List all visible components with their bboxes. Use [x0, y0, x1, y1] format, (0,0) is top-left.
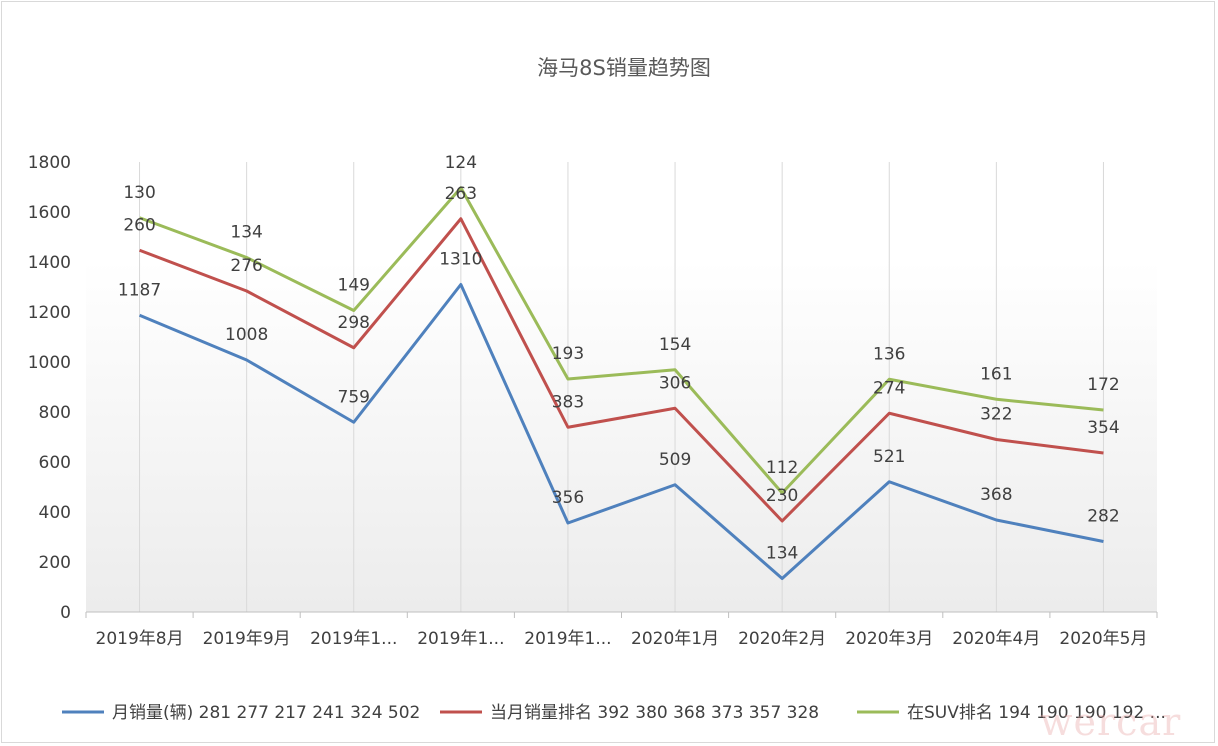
y-tick-label: 800 — [39, 403, 71, 423]
x-tick-label: 2020年5月 — [1059, 629, 1147, 649]
x-tick-label: 2020年1月 — [631, 629, 719, 649]
legend-entry: 当月销量排名 392 380 368 373 357 328 — [490, 703, 819, 723]
data-label: 124 — [445, 153, 477, 173]
chart-title: 海马8S销量趋势图 — [537, 56, 711, 80]
data-label: 263 — [445, 184, 477, 204]
data-label: 383 — [552, 392, 584, 412]
y-tick-label: 400 — [39, 503, 71, 523]
data-label: 274 — [873, 378, 905, 398]
y-tick-label: 0 — [60, 603, 71, 623]
y-tick-label: 1000 — [28, 353, 71, 373]
data-label: 1310 — [439, 250, 482, 270]
x-tick-label: 2020年2月 — [738, 629, 826, 649]
data-label: 1187 — [118, 280, 161, 300]
data-label: 230 — [766, 486, 798, 506]
data-label: 759 — [338, 387, 370, 407]
data-label: 149 — [338, 276, 370, 296]
y-tick-label: 200 — [39, 553, 71, 573]
data-label: 356 — [552, 488, 584, 508]
x-tick-label: 2019年8月 — [96, 629, 184, 649]
x-tick-label: 2020年4月 — [952, 629, 1040, 649]
data-label: 354 — [1087, 418, 1119, 438]
data-label: 134 — [766, 544, 798, 564]
data-label: 276 — [230, 256, 262, 276]
data-label: 172 — [1087, 375, 1119, 395]
data-label: 136 — [873, 344, 905, 364]
data-label: 298 — [338, 313, 370, 333]
legend-entry: 在SUV排名 194 190 190 192 ... — [907, 703, 1166, 723]
y-tick-label: 1400 — [28, 253, 71, 273]
y-tick-label: 600 — [39, 453, 71, 473]
data-label: 154 — [659, 335, 691, 355]
x-tick-label: 2019年1... — [310, 629, 397, 649]
data-label: 112 — [766, 458, 798, 478]
series-line — [139, 186, 1104, 495]
series-line — [139, 217, 1104, 523]
data-label: 134 — [230, 223, 262, 243]
x-tick-label: 2019年1... — [524, 629, 611, 649]
data-label: 282 — [1087, 507, 1119, 527]
data-label: 322 — [980, 405, 1012, 425]
data-label: 1008 — [225, 325, 268, 345]
data-label: 521 — [873, 447, 905, 467]
data-label: 306 — [659, 373, 691, 393]
data-label: 509 — [659, 450, 691, 470]
watermark-logo: wercar — [1040, 700, 1181, 744]
y-tick-label: 1600 — [28, 203, 71, 223]
data-label: 193 — [552, 344, 584, 364]
legend-entry: 月销量(辆) 281 277 217 241 324 502 — [112, 703, 420, 723]
x-tick-label: 2020年3月 — [845, 629, 933, 649]
x-tick-label: 2019年9月 — [203, 629, 291, 649]
y-tick-label: 1800 — [28, 153, 71, 173]
data-label: 368 — [980, 485, 1012, 505]
data-label: 161 — [980, 364, 1012, 384]
y-tick-label: 1200 — [28, 303, 71, 323]
x-tick-label: 2019年1... — [417, 629, 504, 649]
data-label: 260 — [123, 215, 155, 235]
data-label: 130 — [123, 183, 155, 203]
series-line — [138, 283, 1104, 580]
